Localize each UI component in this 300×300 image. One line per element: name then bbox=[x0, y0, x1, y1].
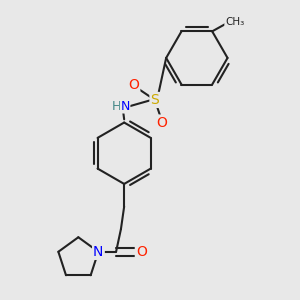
Text: O: O bbox=[128, 78, 139, 92]
Text: N: N bbox=[93, 245, 104, 259]
Text: O: O bbox=[156, 116, 167, 130]
Text: S: S bbox=[151, 93, 159, 107]
Text: N: N bbox=[93, 245, 104, 259]
Text: H: H bbox=[112, 100, 122, 113]
Text: O: O bbox=[136, 245, 147, 259]
Text: N: N bbox=[120, 100, 130, 113]
Text: CH₃: CH₃ bbox=[225, 17, 244, 27]
